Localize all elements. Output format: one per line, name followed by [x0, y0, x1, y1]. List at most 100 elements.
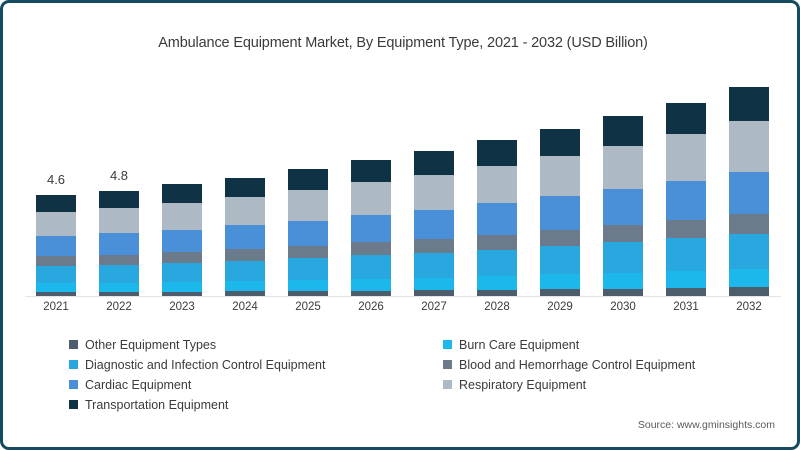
bar-segment[interactable] — [666, 181, 706, 220]
bar-segment[interactable] — [603, 145, 643, 189]
bar-segment[interactable] — [162, 184, 202, 203]
bar-segment[interactable] — [666, 219, 706, 239]
bar-segment[interactable] — [729, 87, 769, 122]
bar-segment[interactable] — [477, 140, 517, 166]
bar-segment[interactable] — [162, 291, 202, 297]
bar-segment[interactable] — [99, 208, 139, 234]
bar-segment[interactable] — [414, 239, 454, 254]
bar-segment[interactable] — [414, 209, 454, 240]
bar-segment[interactable] — [225, 260, 265, 281]
bar-segment[interactable] — [540, 156, 580, 197]
stacked-bar[interactable] — [225, 177, 265, 297]
bar-segment[interactable] — [162, 202, 202, 230]
stacked-bar[interactable] — [36, 195, 76, 297]
bar-segment[interactable] — [477, 289, 517, 297]
bar-segment[interactable] — [99, 282, 139, 292]
bar-segment[interactable] — [288, 168, 328, 190]
bar-segment[interactable] — [603, 225, 643, 243]
bar-segment[interactable] — [477, 203, 517, 235]
bar-segment[interactable] — [477, 234, 517, 250]
bar-segment[interactable] — [666, 271, 706, 288]
bar-segment[interactable] — [666, 102, 706, 135]
bar-segment[interactable] — [36, 256, 76, 267]
bar-segment[interactable] — [288, 291, 328, 297]
bar-segment[interactable] — [36, 211, 76, 237]
stacked-bar[interactable] — [603, 115, 643, 297]
bar-segment[interactable] — [225, 280, 265, 292]
bar-segment[interactable] — [99, 254, 139, 265]
bar-segment[interactable] — [288, 246, 328, 259]
bar-segment[interactable] — [477, 249, 517, 277]
bar-segment[interactable] — [36, 283, 76, 293]
bar-segment[interactable] — [540, 274, 580, 290]
bar-segment[interactable] — [288, 280, 328, 292]
bar-segment[interactable] — [603, 272, 643, 289]
bar-segment[interactable] — [414, 290, 454, 297]
bar-segment[interactable] — [162, 281, 202, 292]
legend-item[interactable]: Burn Care Equipment — [443, 335, 695, 354]
stacked-bar[interactable] — [729, 87, 769, 297]
bar-segment[interactable] — [351, 242, 391, 256]
bar-segment[interactable] — [351, 160, 391, 183]
bar-segment[interactable] — [477, 276, 517, 290]
bar-segment[interactable] — [99, 291, 139, 297]
bar-segment[interactable] — [477, 165, 517, 204]
stacked-bar[interactable] — [162, 184, 202, 297]
bar-segment[interactable] — [36, 292, 76, 297]
bar-segment[interactable] — [99, 264, 139, 283]
bar-segment[interactable] — [603, 242, 643, 273]
stacked-bar[interactable] — [477, 140, 517, 297]
stacked-bar[interactable] — [666, 102, 706, 297]
bar-segment[interactable] — [288, 258, 328, 280]
bar-segment[interactable] — [603, 188, 643, 226]
bar-segment[interactable] — [351, 290, 391, 297]
legend-item[interactable]: Blood and Hemorrhage Control Equipment — [443, 355, 695, 374]
bar-segment[interactable] — [729, 268, 769, 288]
bar-segment[interactable] — [729, 233, 769, 269]
bar-segment[interactable] — [729, 287, 769, 297]
bar-segment[interactable] — [414, 277, 454, 291]
stacked-bar[interactable] — [414, 151, 454, 297]
bar-segment[interactable] — [666, 134, 706, 182]
legend-item[interactable]: Transportation Equipment — [69, 395, 325, 414]
bar-segment[interactable] — [99, 233, 139, 255]
bar-segment[interactable] — [603, 288, 643, 297]
bar-segment[interactable] — [729, 121, 769, 172]
legend-item[interactable]: Other Equipment Types — [69, 335, 325, 354]
bar-segment[interactable] — [540, 246, 580, 275]
bar-segment[interactable] — [666, 287, 706, 297]
bar-segment[interactable] — [540, 196, 580, 231]
stacked-bar[interactable] — [288, 168, 328, 297]
bar-segment[interactable] — [351, 255, 391, 279]
legend-item[interactable]: Cardiac Equipment — [69, 375, 325, 394]
bar-segment[interactable] — [414, 253, 454, 278]
bar-segment[interactable] — [36, 236, 76, 257]
bar-segment[interactable] — [666, 238, 706, 272]
bar-segment[interactable] — [351, 278, 391, 291]
bar-segment[interactable] — [36, 266, 76, 284]
bar-segment[interactable] — [162, 262, 202, 282]
legend-item[interactable]: Respiratory Equipment — [443, 375, 695, 394]
bar-segment[interactable] — [603, 115, 643, 146]
bar-segment[interactable] — [225, 177, 265, 197]
bar-segment[interactable] — [351, 215, 391, 243]
bar-segment[interactable] — [351, 182, 391, 216]
bar-segment[interactable] — [225, 196, 265, 226]
bar-segment[interactable] — [99, 191, 139, 208]
bar-segment[interactable] — [729, 171, 769, 214]
bar-segment[interactable] — [225, 291, 265, 297]
bar-segment[interactable] — [540, 289, 580, 297]
stacked-bar[interactable] — [99, 191, 139, 297]
bar-segment[interactable] — [414, 175, 454, 210]
bar-segment[interactable] — [288, 189, 328, 221]
bar-segment[interactable] — [162, 252, 202, 263]
bar-segment[interactable] — [225, 249, 265, 261]
bar-segment[interactable] — [540, 129, 580, 157]
bar-segment[interactable] — [162, 229, 202, 253]
bar-segment[interactable] — [414, 151, 454, 176]
bar-segment[interactable] — [540, 230, 580, 247]
bar-segment[interactable] — [36, 195, 76, 212]
stacked-bar[interactable] — [540, 129, 580, 297]
stacked-bar[interactable] — [351, 160, 391, 297]
bar-segment[interactable] — [729, 213, 769, 234]
